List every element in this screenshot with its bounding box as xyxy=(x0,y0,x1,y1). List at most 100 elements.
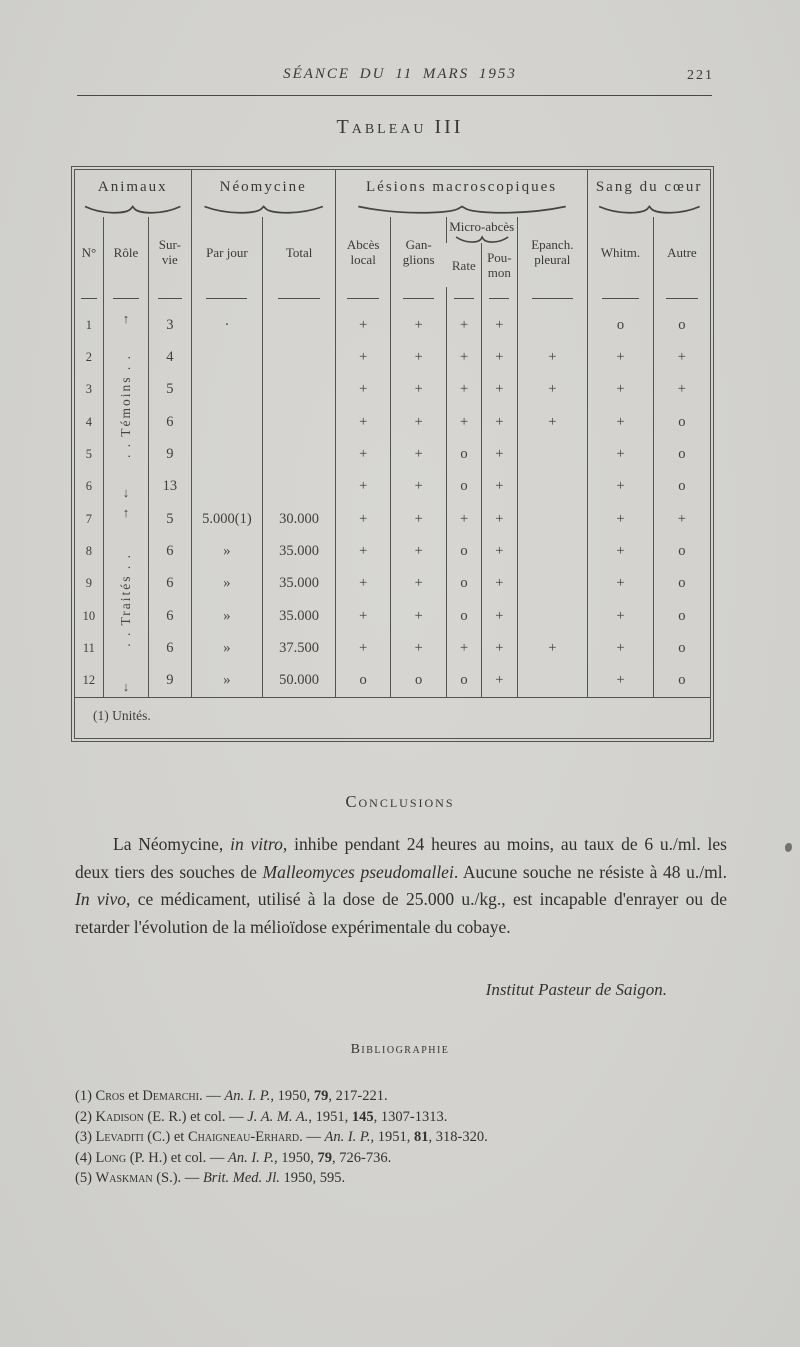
table-cell: o xyxy=(652,632,710,665)
role-label: . . Témoins . . xyxy=(117,354,133,458)
table-cell xyxy=(262,405,336,439)
role-cell: ↑ . . Traités . . ↓ xyxy=(102,503,149,697)
table-cell: + xyxy=(587,405,654,439)
table-cell: + xyxy=(516,632,588,665)
table-title: Tableau III xyxy=(336,116,464,138)
table-cell xyxy=(262,373,336,406)
table-cell: + xyxy=(445,309,482,342)
table-cell: + xyxy=(481,632,517,665)
bibliography-item: (1) Cros et Demarchi. — An. I. P., 1950,… xyxy=(75,1088,388,1104)
table-cell: o xyxy=(445,535,482,568)
table-cell: + xyxy=(587,535,654,568)
table-cell: + xyxy=(587,632,654,665)
table-row: 7 ↑. . Traités . . ↓ 5 5.000(1) 30.000 + + + + + + xyxy=(75,503,710,697)
table-cell: + xyxy=(390,535,447,568)
table-cell: 10 xyxy=(82,608,96,623)
table-cell: o xyxy=(652,309,710,342)
table-row: 2 4 + + + + + + + xyxy=(75,341,710,374)
table-cell: 37.500 xyxy=(262,632,336,665)
col-header-micro-abces: Micro-abcès xyxy=(445,217,517,243)
table-cell: + xyxy=(481,470,517,503)
header-rule xyxy=(77,95,712,96)
table-cell: + xyxy=(587,503,654,536)
table-cell: + xyxy=(481,341,517,374)
table-cell: 6 xyxy=(148,632,192,665)
table-body: 1 ↑. . Témoins . . ↓ 3 · + + + + o o 2 4 + + + + + + +3 5 + + +… xyxy=(75,309,710,697)
table-row: 4 6 + + + + + + o xyxy=(75,405,710,439)
table-cell: + xyxy=(587,664,654,697)
table-cell: + xyxy=(390,470,447,503)
table-cell: 2 xyxy=(85,349,92,364)
table-cell xyxy=(516,535,588,568)
results-table-frame: Animaux Néomycine Lésions macroscopiques… xyxy=(71,166,714,742)
table-cell: + xyxy=(334,373,391,406)
underbrace-icon xyxy=(202,204,325,214)
table-cell: + xyxy=(390,567,447,600)
table-row: 11 6» 37.500 + + + + + + o xyxy=(75,632,710,665)
table-row: 8 6» 35.000 + + o + + o xyxy=(75,535,710,568)
table-row: 3 5 + + + + + + + xyxy=(75,373,710,406)
bibliography-item: (2) Kadison (E. R.) et col. — J. A. M. A… xyxy=(75,1108,448,1125)
table-cell: 11 xyxy=(82,640,95,655)
table-cell: 6 xyxy=(85,479,92,494)
table-cell: 13 xyxy=(148,470,192,503)
table-cell: 4 xyxy=(148,341,192,374)
group-header-lesions: Lésions macroscopiques xyxy=(334,170,588,204)
scan-artifact xyxy=(785,843,792,852)
table-row: 5 9 + + o + + o xyxy=(75,438,710,471)
table-row: 10 6» 35.000 + + o + + o xyxy=(75,599,710,633)
group-header-animaux: Animaux xyxy=(97,178,168,195)
col-header-whitm: Whitm. xyxy=(587,217,654,287)
table-cell xyxy=(190,341,263,374)
table-cell: 5.000(1) xyxy=(190,503,263,536)
table-cell: + xyxy=(481,503,517,536)
brace-row xyxy=(75,204,710,217)
table-cell: » xyxy=(190,535,263,568)
col-header-rate: Rate xyxy=(451,257,476,273)
header-dash-row xyxy=(75,287,710,309)
table-cell: 35.000 xyxy=(262,567,336,600)
table-cell: + xyxy=(445,632,482,665)
table-cell: 12 xyxy=(82,673,96,688)
arrow-up-icon: ↑ xyxy=(122,311,130,326)
table-cell xyxy=(516,599,588,633)
table-cell: + xyxy=(481,664,517,697)
group-header-neomycine: Néomycine xyxy=(190,170,336,204)
table-cell: + xyxy=(390,503,447,536)
table-cell: + xyxy=(390,632,447,665)
table-cell xyxy=(190,470,263,503)
table-cell: 8 xyxy=(85,543,92,558)
table-cell: + xyxy=(481,405,517,439)
table-cell: o xyxy=(652,535,710,568)
table-cell: 30.000 xyxy=(262,503,336,536)
table-cell: + xyxy=(390,438,447,471)
table-cell: + xyxy=(334,309,391,342)
subcolumn-header-row: Rate Pou-mon xyxy=(75,243,710,287)
table-cell: + xyxy=(390,599,447,633)
table-cell: + xyxy=(390,341,447,374)
table-cell: o xyxy=(334,664,391,697)
table-cell: 5 xyxy=(148,503,192,536)
table-cell: 9 xyxy=(148,438,192,471)
table-cell: + xyxy=(445,341,482,374)
underbrace-icon xyxy=(597,204,702,214)
table-cell: 5 xyxy=(148,373,192,406)
role-label: . . Traités . . xyxy=(117,553,133,647)
table-cell: + xyxy=(334,405,391,439)
running-head: SÉANCE DU 11 MARS 1953 221 xyxy=(0,66,800,88)
table-cell: + xyxy=(445,373,482,406)
table-cell: + xyxy=(587,438,654,471)
table-cell: + xyxy=(481,599,517,633)
table-cell: 5 xyxy=(85,446,92,461)
col-header-poumon: Pou-mon xyxy=(481,243,517,287)
table-cell: + xyxy=(587,373,654,406)
signature: Institut Pasteur de Saigon. xyxy=(485,980,667,999)
table-row: 12 9» 50.000 o o o + + o xyxy=(75,664,710,697)
group-header-row: Animaux Néomycine Lésions macroscopiques… xyxy=(75,170,710,204)
table-cell: + xyxy=(652,373,710,406)
table-cell: + xyxy=(334,535,391,568)
table-cell xyxy=(262,341,336,374)
table-cell: o xyxy=(652,405,710,439)
col-header-ganglions: Gan-glions xyxy=(390,217,447,287)
table-cell xyxy=(516,309,588,342)
